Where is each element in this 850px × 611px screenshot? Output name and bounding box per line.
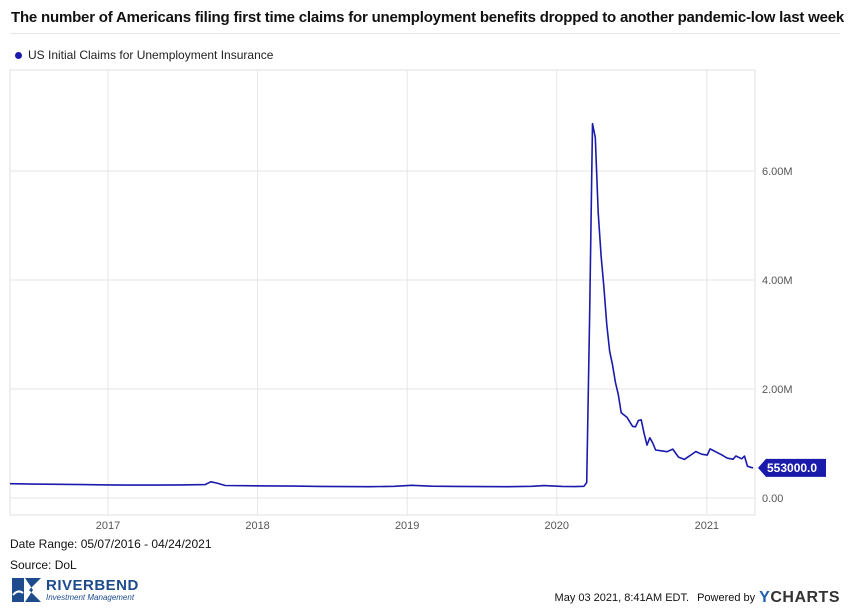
x-tick-label: 2017: [96, 520, 120, 532]
x-tick-labels: 2017 2018 2019 2020 2021: [96, 520, 719, 532]
legend[interactable]: US Initial Claims for Unemployment Insur…: [15, 48, 273, 62]
title-divider: [10, 33, 840, 34]
plot-frame: [9, 69, 756, 516]
date-range: Date Range: 05/07/2016 - 04/24/2021: [10, 537, 212, 551]
x-tick-label: 2019: [395, 520, 419, 532]
y-tick-label: 2.00M: [762, 384, 793, 396]
legend-dot-icon: [15, 51, 22, 59]
x-tick-label: 2021: [695, 520, 719, 532]
chart-title: The number of Americans filing first tim…: [11, 9, 845, 26]
riverbend-logo[interactable]: RIVERBEND Investment Management: [11, 577, 139, 603]
chart-svg: 2017 2018 2019 2020 2021 0.00 2.00M 4.00M 6.00M…: [9, 69, 826, 532]
y-tick-label: 6.00M: [762, 166, 793, 178]
logo-tagline: Investment Management: [46, 593, 135, 602]
ycharts-y: Y: [759, 589, 771, 606]
last-value-flag: 553000.0: [758, 458, 826, 477]
logo-name: RIVERBEND: [46, 577, 139, 594]
powered-by-label: Powered by: [697, 592, 756, 604]
x-tick-label: 2020: [545, 520, 569, 532]
last-value-label: 553000.0: [767, 461, 817, 475]
source-label: Source: DoL: [10, 558, 77, 572]
ycharts-wordmark: CHARTS: [770, 589, 840, 606]
y-tick-label: 4.00M: [762, 275, 793, 287]
last-value-flag-shape: [758, 458, 826, 477]
timestamp: May 03 2021, 8:41AM EDT.: [554, 592, 690, 604]
ycharts-logo[interactable]: YCHARTS: [759, 589, 840, 607]
y-tick-label: 0.00: [762, 493, 783, 505]
x-tick-label: 2018: [245, 520, 269, 532]
footer: May 03 2021, 8:41AM EDT. Powered by YCHA…: [555, 589, 840, 607]
grid-layer: [9, 69, 756, 516]
series-line: [9, 122, 754, 488]
legend-label: US Initial Claims for Unemployment Insur…: [28, 48, 274, 62]
y-tick-labels: 0.00 2.00M 4.00M 6.00M: [762, 166, 793, 505]
riverbend-mark-icon: [12, 578, 41, 602]
